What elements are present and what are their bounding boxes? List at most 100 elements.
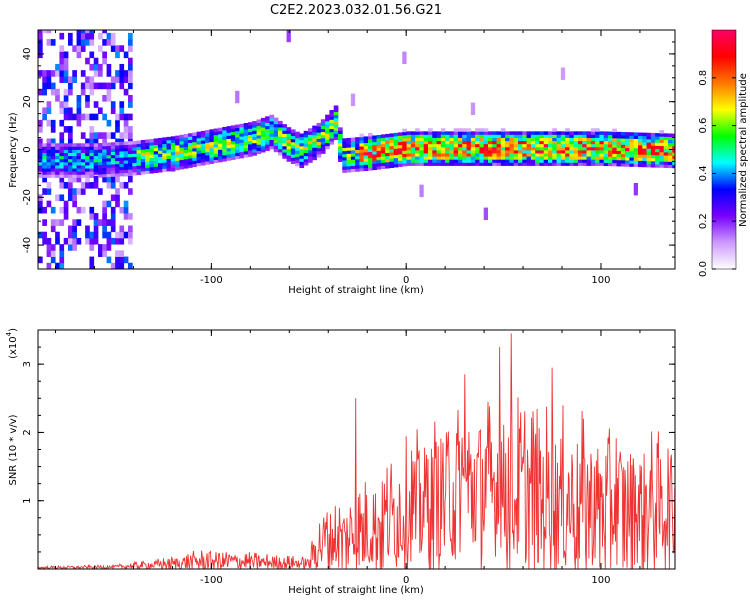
spectrogram-cell bbox=[552, 131, 557, 135]
spectrogram-cell bbox=[492, 153, 497, 157]
spectrogram-cell bbox=[97, 152, 103, 156]
spectrogram-cell bbox=[492, 162, 497, 166]
spectrogram-cell bbox=[325, 139, 330, 144]
spectrogram-cell bbox=[119, 70, 125, 77]
spectrogram-cell bbox=[67, 155, 73, 160]
spectrogram-cell bbox=[80, 155, 86, 160]
spectrogram-cell bbox=[50, 88, 56, 96]
spectrogram-cell bbox=[642, 154, 647, 158]
spectrogram-cell bbox=[55, 95, 60, 102]
spectrogram-cell bbox=[372, 160, 377, 164]
spectrogram-cell bbox=[42, 113, 47, 121]
spectrogram-cell bbox=[127, 144, 133, 148]
spectrogram-cell bbox=[162, 146, 167, 151]
spectrogram-cell bbox=[162, 152, 167, 157]
spectrogram-cell bbox=[127, 147, 133, 151]
spectrogram-cell bbox=[453, 159, 459, 163]
spectrogram-cell bbox=[487, 134, 493, 138]
spectrogram-cell bbox=[505, 140, 510, 145]
spectrogram-cell bbox=[595, 137, 600, 142]
spectrogram-cell bbox=[522, 153, 527, 157]
spectrogram-cell bbox=[599, 149, 605, 154]
spectrogram-cell bbox=[569, 162, 575, 166]
spectrogram-cell bbox=[63, 158, 69, 163]
spectrogram-cell bbox=[115, 250, 120, 257]
spectrogram-cell bbox=[260, 145, 266, 150]
spectrogram-cell bbox=[346, 162, 352, 167]
spectrogram-cell bbox=[97, 143, 103, 147]
spectrogram-cell bbox=[423, 140, 429, 145]
spectrogram-cell bbox=[440, 162, 446, 166]
spectrogram-cell bbox=[466, 153, 472, 157]
spectrogram-cell bbox=[316, 147, 322, 152]
colorbar-label: Normalized spectral amplitude bbox=[738, 73, 749, 227]
spectrogram-cell bbox=[505, 159, 510, 163]
spectrogram-cell bbox=[72, 155, 77, 160]
spectrogram-cell bbox=[50, 171, 56, 175]
spectrogram-cell bbox=[663, 148, 669, 153]
spectrogram-cell bbox=[42, 143, 47, 147]
spectrogram-cell bbox=[76, 39, 82, 46]
spectrogram-cell bbox=[59, 194, 65, 202]
x-tick-label: -100 bbox=[200, 575, 223, 586]
spectrogram-cell bbox=[650, 139, 656, 143]
spectrogram-cell bbox=[149, 138, 155, 143]
spectrogram-cell bbox=[63, 165, 69, 169]
spectrogram-cell bbox=[517, 131, 523, 135]
spectrogram-cell bbox=[175, 135, 180, 140]
spectrogram-cell bbox=[93, 175, 99, 183]
spectrogram-cell bbox=[149, 163, 155, 168]
spectrogram-cell bbox=[453, 137, 459, 142]
spectrogram-cell bbox=[260, 133, 266, 137]
spectrogram-cell bbox=[453, 149, 459, 154]
spectrogram-cell bbox=[256, 141, 262, 145]
spectrogram-cell bbox=[119, 107, 125, 115]
spectrogram-cell bbox=[290, 141, 296, 146]
spectrogram-cell bbox=[393, 154, 399, 159]
spectrogram-cell bbox=[157, 156, 163, 161]
spectrogram-cell bbox=[436, 131, 442, 135]
spectrogram-cell bbox=[312, 131, 317, 136]
spectrogram-cell bbox=[372, 157, 377, 161]
spectrogram-cell bbox=[286, 130, 292, 134]
spectrogram-cell bbox=[269, 136, 275, 141]
spectrogram-cell bbox=[316, 144, 322, 149]
spectrogram-cell bbox=[127, 95, 133, 102]
spectrogram-cell bbox=[440, 140, 446, 145]
y-tick-label: 40 bbox=[22, 48, 33, 61]
spectrogram-cell bbox=[200, 137, 206, 141]
spectrogram-cell bbox=[252, 145, 257, 150]
spectrogram-cell bbox=[663, 145, 669, 150]
spectrogram-cell bbox=[355, 140, 360, 144]
spectrogram-cell bbox=[205, 148, 210, 153]
spectrogram-cell bbox=[573, 137, 579, 142]
spectrogram-cell bbox=[385, 155, 390, 160]
colorbar-ticks: 0.00.20.40.60.8 bbox=[698, 70, 736, 277]
spectrogram-cell bbox=[522, 149, 527, 154]
spectrogram-cell bbox=[573, 149, 579, 154]
spectrogram-cell bbox=[616, 141, 622, 145]
spectrogram-cell bbox=[80, 39, 86, 46]
spectrogram-cell bbox=[102, 95, 107, 102]
spectrogram-cell bbox=[380, 146, 386, 151]
spectrogram-cell bbox=[346, 156, 352, 161]
spectrogram-cell bbox=[153, 144, 159, 149]
spectrogram-cell bbox=[102, 155, 107, 159]
spectrogram-cell bbox=[102, 113, 107, 121]
spectrogram-cell bbox=[59, 182, 65, 189]
spectrogram-cell bbox=[110, 160, 116, 165]
spectrogram-cell bbox=[145, 170, 150, 175]
spectrogram-cell bbox=[187, 142, 193, 147]
spectrogram-cell bbox=[607, 162, 613, 167]
spectrogram-cell bbox=[136, 162, 142, 166]
spectrogram-cell bbox=[72, 161, 77, 166]
spectrogram-cell bbox=[295, 140, 300, 145]
spectrogram-cell bbox=[483, 156, 489, 160]
spectrogram-cell bbox=[89, 32, 95, 40]
spectrogram-cell bbox=[607, 143, 613, 148]
spectrogram-cell bbox=[642, 148, 647, 152]
spectrogram-cell bbox=[633, 138, 639, 143]
spectrogram-cell bbox=[153, 150, 159, 155]
spectrogram-cell bbox=[299, 161, 305, 165]
